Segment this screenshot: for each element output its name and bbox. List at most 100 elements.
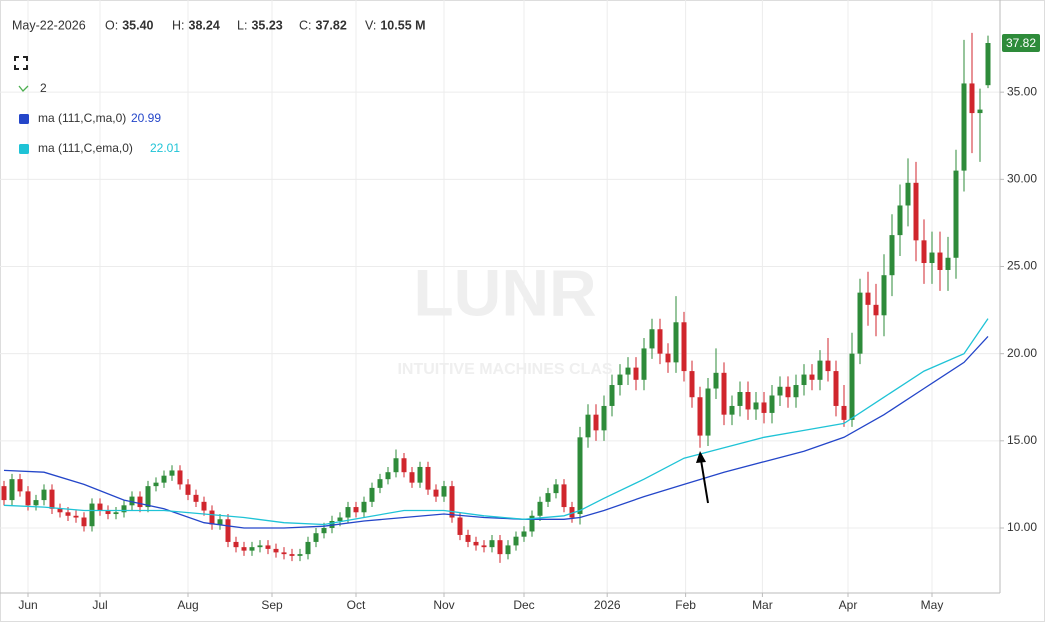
candle-body [857, 292, 863, 354]
x-tick-label: Apr [839, 598, 858, 612]
candle-body [65, 512, 71, 516]
candle-body [593, 414, 599, 431]
candle-body [969, 83, 975, 114]
watermark-name: INTUITIVE MACHINES CLAS [397, 361, 612, 378]
x-tick-label: Dec [513, 598, 534, 612]
candle-body [641, 348, 647, 380]
candle-body [465, 534, 471, 542]
candle-body [625, 367, 631, 375]
y-tick-label: 10.00 [1007, 520, 1037, 534]
candle-body [801, 374, 807, 386]
candle-body [137, 496, 143, 508]
legend-swatch [19, 114, 29, 124]
candle-body [897, 205, 903, 236]
candle-body [265, 545, 271, 549]
candle-body [569, 507, 575, 518]
candle-body [817, 360, 823, 380]
candle-body [585, 414, 591, 438]
candle-body [41, 489, 47, 501]
candle-body [921, 240, 927, 264]
candle-body [81, 517, 87, 527]
candle-body [833, 371, 839, 406]
x-tick-label: Mar [752, 598, 773, 612]
candle-body [617, 374, 623, 386]
header-label: O: [105, 18, 118, 32]
candle-body [121, 505, 127, 513]
x-tick-label: Feb [675, 598, 696, 612]
x-tick-label: Oct [347, 598, 366, 612]
ma-line [3, 318, 989, 526]
candle-body [441, 486, 447, 497]
candle-body [73, 515, 79, 518]
candle-body [161, 475, 167, 483]
candle-body [177, 470, 183, 485]
y-tick-label: 30.00 [1007, 171, 1037, 185]
candle-body [705, 388, 711, 436]
candle-body [201, 501, 207, 511]
y-tick-label: 15.00 [1007, 433, 1037, 447]
candle-body [721, 372, 727, 415]
candle-body [249, 547, 255, 551]
candle-body [409, 472, 415, 483]
legend-value: 20.99 [131, 111, 161, 125]
candle-body [129, 496, 135, 506]
annotation-arrow [700, 459, 709, 504]
candle-body [433, 489, 439, 497]
candle-body [329, 521, 335, 528]
candle-body [825, 360, 831, 372]
candle-body [489, 540, 495, 548]
candle-body [521, 531, 527, 537]
candle-body [289, 554, 295, 556]
legend-swatch [19, 144, 29, 154]
candle-body [953, 170, 959, 258]
candle-body [777, 386, 783, 396]
candle-body [17, 479, 23, 492]
legend-label: ma (111,C,ma,0) [38, 111, 126, 125]
candle-body [361, 501, 367, 513]
header-date: May-22-2026 [12, 18, 86, 32]
candle-body [697, 397, 703, 436]
collapse-toggle[interactable] [18, 85, 29, 92]
candle-body [737, 392, 743, 406]
legend: ma (111,C,ma,0) 20.99 ma (111,C,ema,0) 22.0… [19, 111, 180, 155]
candle-body [417, 466, 423, 483]
candle-body [185, 484, 191, 495]
header-value: 10.55 M [380, 18, 425, 32]
candle-body [225, 519, 231, 542]
candle-body [425, 466, 431, 490]
candle-body [113, 512, 119, 515]
candle-body [761, 402, 767, 413]
candle-body [961, 83, 967, 171]
candle-body [385, 472, 391, 480]
candle-body [321, 527, 327, 534]
candle-body [505, 545, 511, 555]
candle-body [233, 541, 239, 548]
fullscreen-button[interactable] [14, 56, 28, 70]
candle-body [713, 372, 719, 389]
candle-body [217, 519, 223, 525]
candle-body [985, 43, 991, 86]
candle-body [753, 402, 759, 410]
candle-body [145, 486, 151, 508]
candle-body [881, 275, 887, 316]
candle-body [513, 536, 519, 546]
legend-value: 22.01 [150, 141, 180, 155]
candle-body [313, 533, 319, 542]
candle-body [889, 235, 895, 276]
candle-body [929, 252, 935, 264]
candle-body [481, 545, 487, 548]
candle-body [9, 479, 15, 501]
header-value: 35.23 [251, 18, 282, 32]
candle-body [529, 515, 535, 532]
candle-body [785, 386, 791, 398]
price-tag-label: 37.82 [1006, 36, 1036, 50]
candle-body [601, 405, 607, 431]
candle-body [937, 252, 943, 270]
header-label: L: [237, 18, 247, 32]
candle-body [401, 458, 407, 473]
candle-body [353, 507, 359, 513]
candle-body [1, 486, 7, 501]
legend-label: ma (111,C,ema,0) [38, 141, 133, 155]
